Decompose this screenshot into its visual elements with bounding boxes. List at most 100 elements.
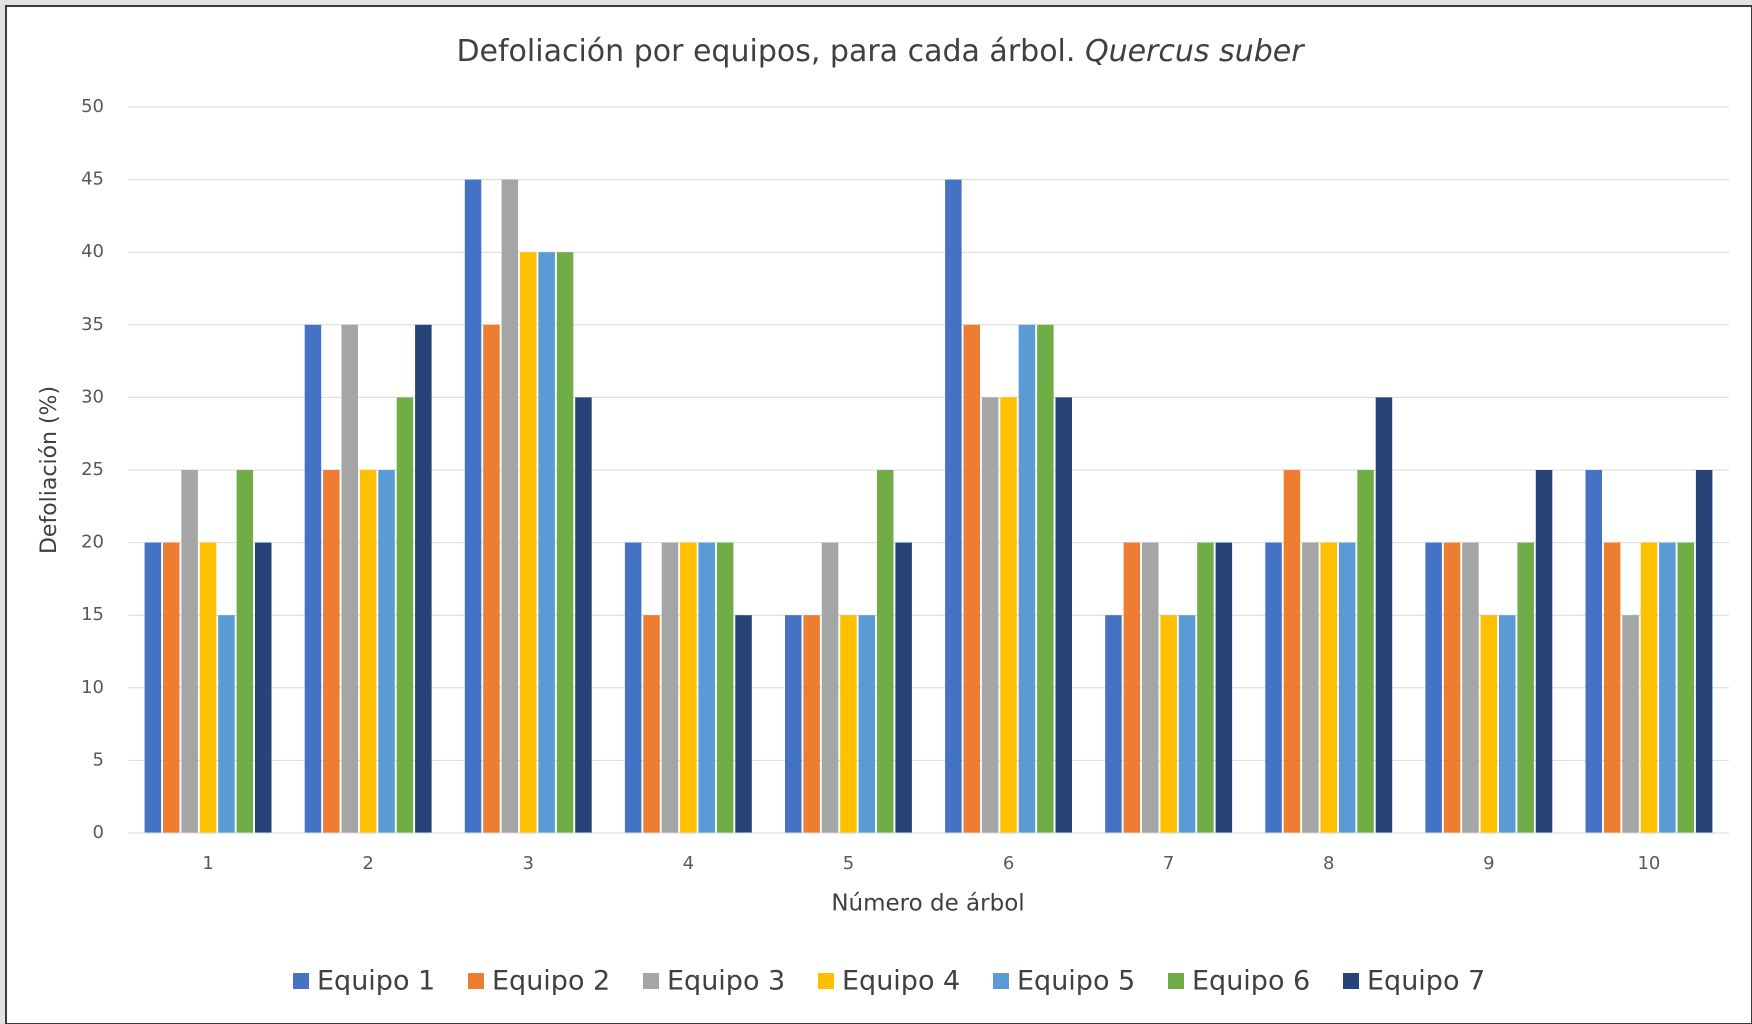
bar (945, 179, 962, 834)
bar (396, 397, 414, 833)
bar (236, 470, 254, 833)
bar (1535, 470, 1553, 833)
legend-swatch (293, 973, 309, 989)
bar (785, 615, 802, 833)
legend-swatch (818, 973, 834, 989)
bar (1178, 615, 1196, 833)
bar (1338, 542, 1356, 833)
bar (1105, 615, 1122, 833)
bar (680, 542, 697, 833)
bar (378, 470, 395, 833)
legend-swatch (643, 973, 659, 989)
bar (1142, 542, 1159, 833)
y-tick-label: 30 (81, 386, 104, 407)
bar (735, 615, 752, 833)
bar (661, 542, 679, 833)
bar (1517, 542, 1534, 833)
x-tick-label: 6 (1003, 853, 1014, 874)
bar (199, 542, 217, 833)
y-tick-label: 20 (81, 532, 104, 553)
bar (255, 542, 272, 833)
legend-swatch (468, 973, 484, 989)
bar (1302, 542, 1319, 833)
bar (1480, 615, 1498, 833)
legend-swatch (1343, 973, 1359, 989)
x-tick-label: 10 (1637, 853, 1660, 874)
bar (1160, 615, 1177, 833)
y-tick-label: 10 (81, 677, 104, 698)
bar (877, 470, 894, 833)
y-tick-label: 35 (81, 314, 104, 335)
bar (1375, 397, 1393, 833)
bar (624, 542, 642, 833)
y-tick-label: 25 (81, 459, 104, 480)
bar (895, 542, 912, 833)
bar (556, 252, 574, 833)
bar (1215, 542, 1233, 833)
title-species: Quercus suber (1085, 34, 1305, 69)
bar (483, 324, 500, 833)
bar (1357, 470, 1374, 833)
legend-label: Equipo 1 (317, 966, 435, 997)
bar (643, 615, 660, 833)
bar (1283, 470, 1301, 833)
bar (1320, 542, 1337, 833)
bar (1640, 542, 1658, 833)
bar (415, 324, 432, 833)
y-tick-label: 50 (81, 96, 104, 117)
y-tick-label: 15 (81, 604, 104, 625)
bar (1018, 324, 1036, 833)
bar (218, 615, 235, 833)
bar (981, 397, 999, 833)
bar (1462, 542, 1479, 833)
bar (323, 470, 340, 833)
legend-label: Equipo 7 (1367, 966, 1485, 997)
y-tick-label: 0 (93, 822, 104, 843)
y-tick-label: 5 (93, 749, 104, 770)
bar (359, 470, 377, 833)
bar (1695, 470, 1713, 833)
bar (698, 542, 715, 833)
bar (304, 324, 322, 833)
legend-label: Equipo 3 (667, 966, 785, 997)
bar (1197, 542, 1214, 833)
bar (821, 542, 839, 833)
y-axis-label: Defoliación (%) (37, 386, 62, 554)
y-tick-label: 45 (81, 169, 104, 190)
x-tick-label: 7 (1163, 853, 1174, 874)
x-tick-label: 3 (523, 853, 534, 874)
x-tick-label: 2 (362, 853, 373, 874)
bar (803, 615, 820, 833)
bar (840, 615, 857, 833)
bar (464, 179, 482, 834)
bar (575, 397, 592, 833)
bar (520, 252, 537, 833)
bar (1000, 397, 1017, 833)
title-main: Defoliación por equipos, para cada árbol… (456, 34, 1075, 69)
legend-label: Equipo 2 (492, 966, 610, 997)
bar (1055, 397, 1072, 833)
bar (1585, 470, 1602, 833)
bar (1265, 542, 1282, 833)
y-tick-label: 40 (81, 241, 104, 262)
bar (501, 179, 519, 834)
x-tick-label: 8 (1323, 853, 1334, 874)
bar (181, 470, 198, 833)
bar (1659, 542, 1676, 833)
bar (144, 542, 162, 833)
bar (1443, 542, 1461, 833)
legend-label: Equipo 6 (1192, 966, 1310, 997)
x-tick-label: 4 (683, 853, 694, 874)
x-tick-label: 1 (202, 853, 213, 874)
bar (341, 324, 358, 833)
bar (858, 615, 876, 833)
chart-title: Defoliación por equipos, para cada árbol… (456, 34, 1305, 69)
bar (163, 542, 180, 833)
legend-swatch (993, 973, 1009, 989)
bar (1677, 542, 1694, 833)
bar (1499, 615, 1516, 833)
legend-label: Equipo 4 (842, 966, 960, 997)
bar (1123, 542, 1141, 833)
legend-label: Equipo 5 (1017, 966, 1135, 997)
